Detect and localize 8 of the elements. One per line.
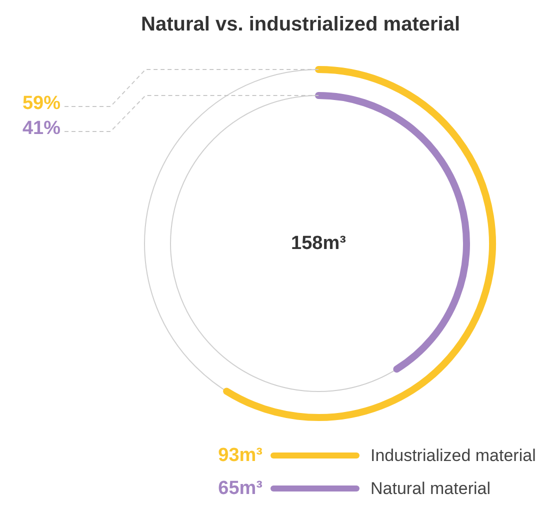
text: 41%: [22, 118, 61, 139]
text: 59%: [22, 93, 61, 114]
data-label: 93m³: [218, 445, 263, 466]
text: 158m³: [291, 233, 346, 254]
category-label: Industrialized material: [370, 446, 536, 465]
text: Natural vs. industrialized material: [141, 14, 460, 36]
data-label: 65m³: [218, 478, 263, 499]
category-label: Natural material: [370, 479, 490, 498]
